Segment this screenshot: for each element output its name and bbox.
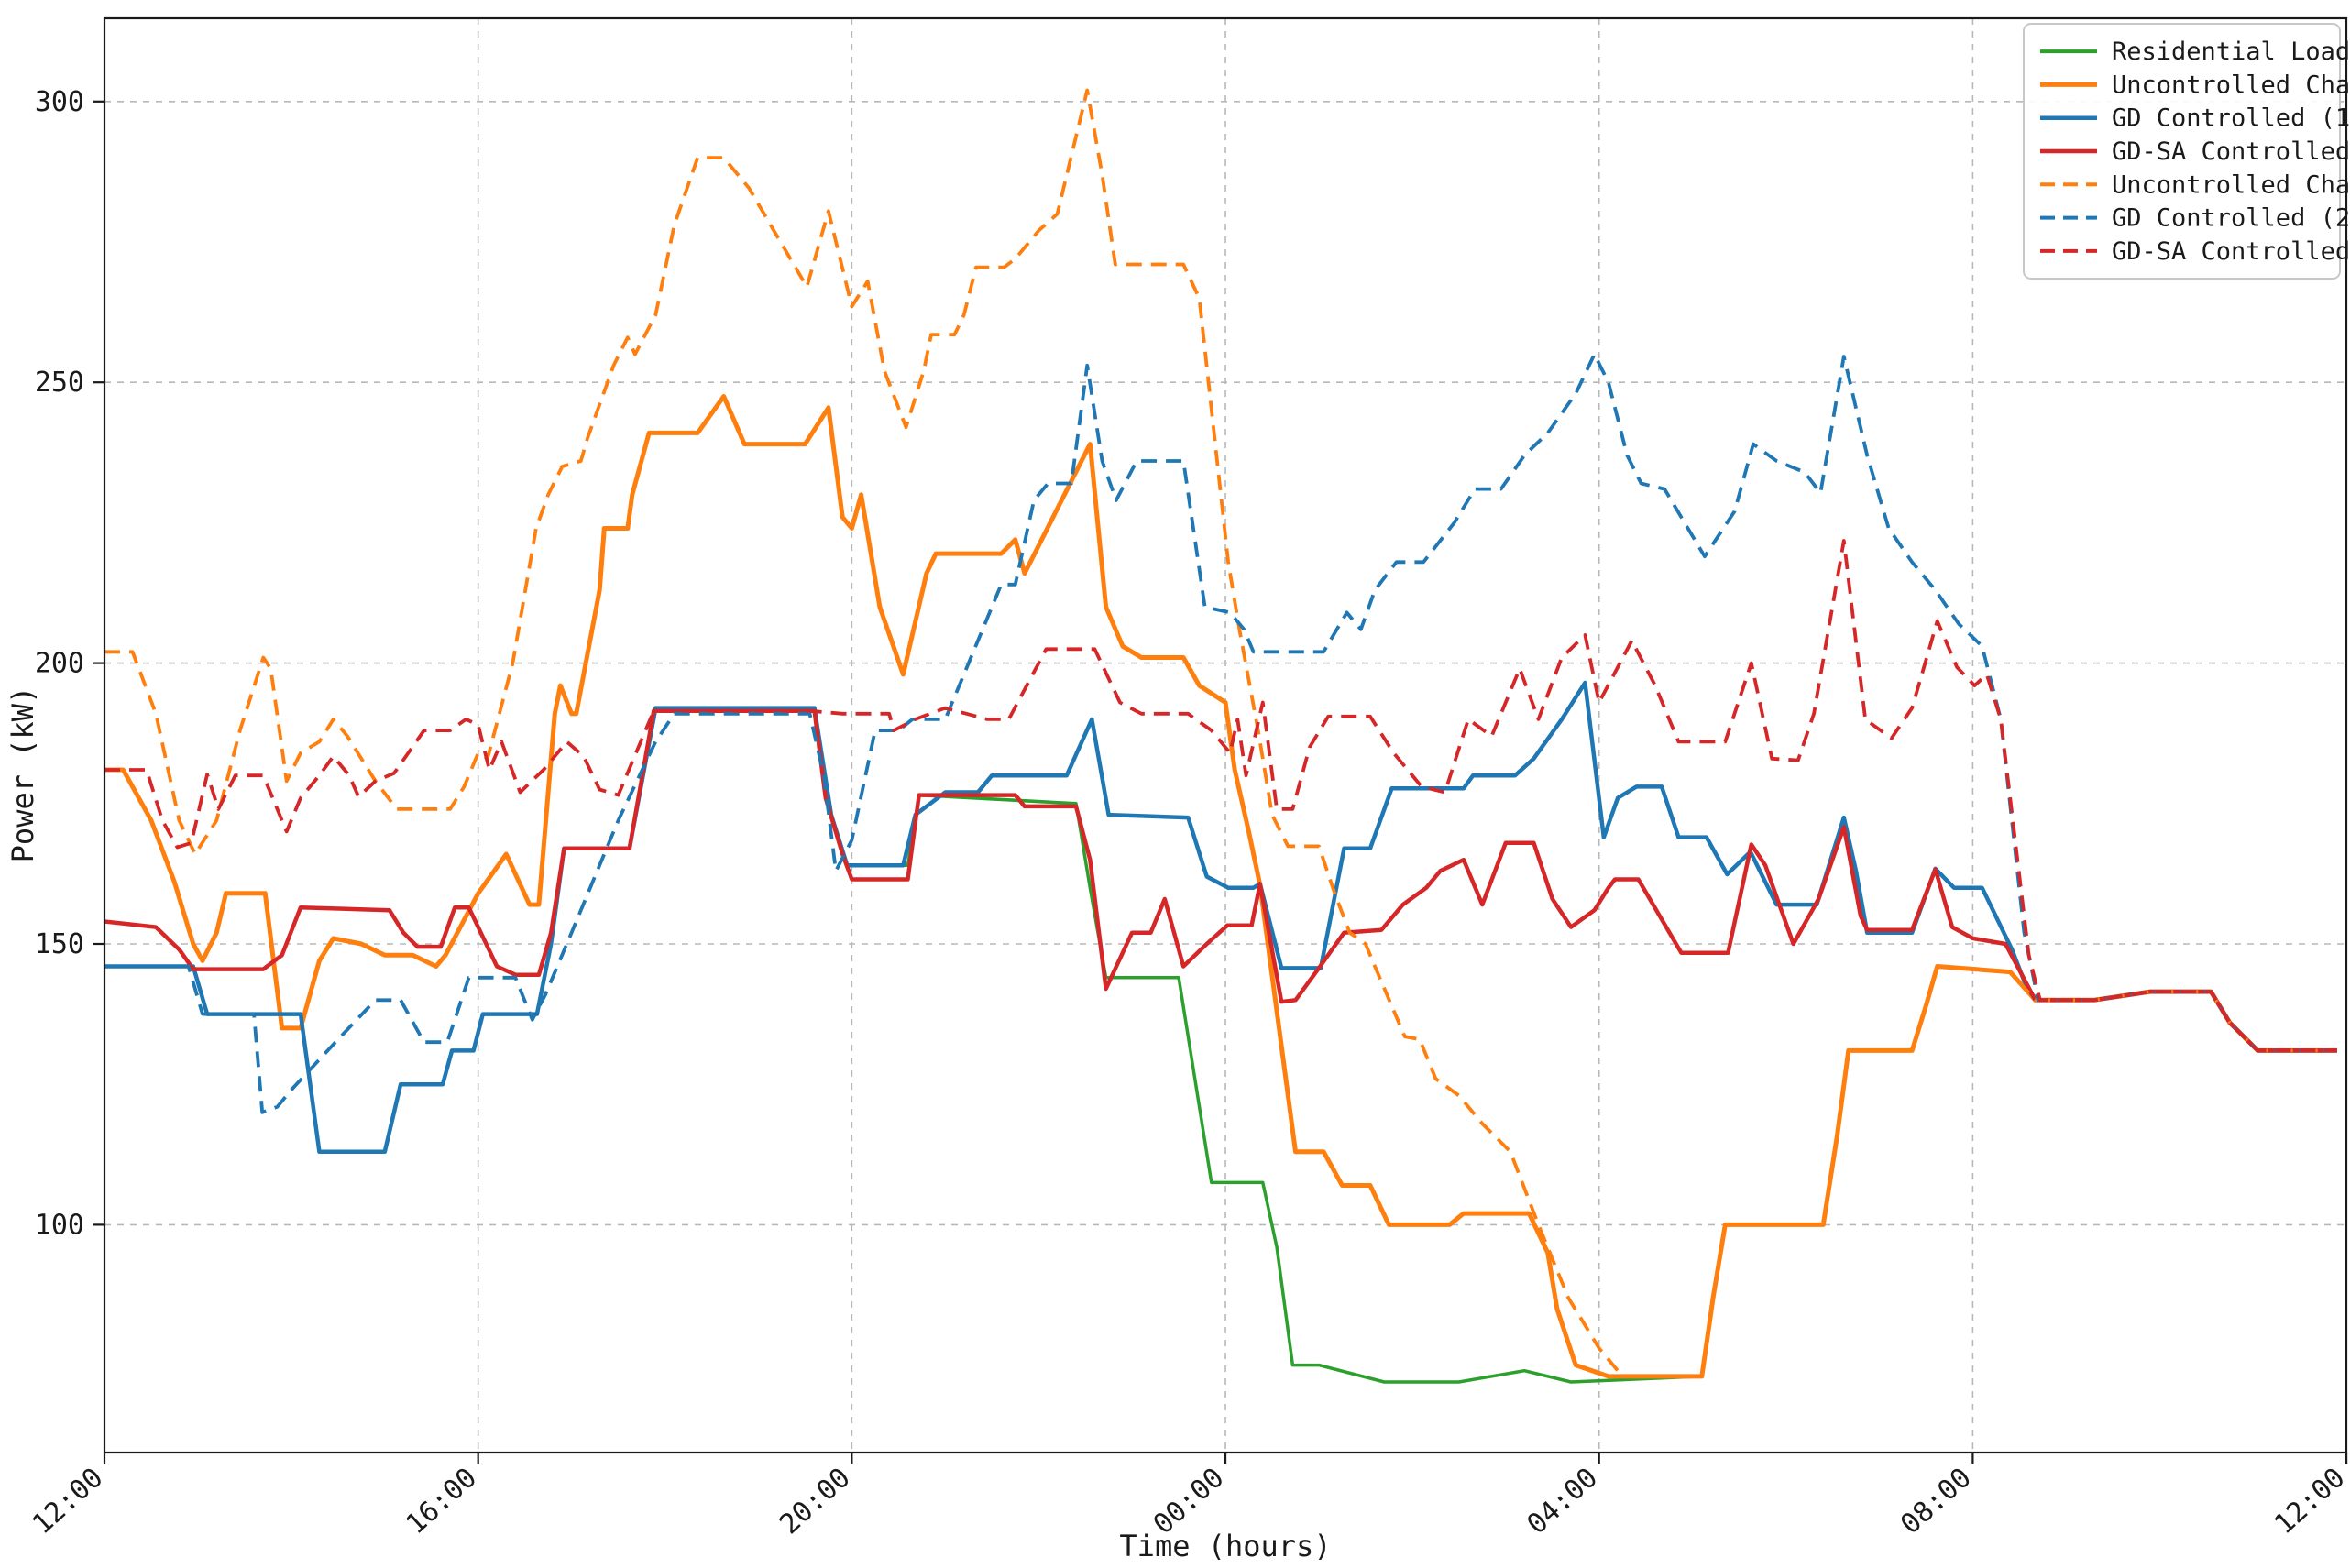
- y-axis-label: Power (kW): [5, 686, 40, 863]
- x-tick-label: 04:00: [1521, 1462, 1605, 1541]
- series-residential-load: [104, 708, 2337, 1384]
- gridlines: [104, 18, 2347, 1453]
- axes: [93, 16, 2348, 1464]
- x-tick-label: 12:00: [2268, 1462, 2350, 1541]
- x-tick-label: 16:00: [400, 1462, 483, 1541]
- data-series: [104, 88, 2337, 1384]
- legend-label-uncontrolled-1x: Uncontrolled Charging (1x): [2112, 71, 2350, 99]
- y-tick-label: 200: [35, 648, 84, 680]
- series-gd-2x: [104, 352, 2337, 1114]
- x-tick-label: 08:00: [1894, 1462, 1978, 1541]
- x-axis-label: Time (hours): [1119, 1529, 1331, 1563]
- y-tick-label: 100: [35, 1209, 84, 1241]
- x-tick-label: 20:00: [774, 1462, 857, 1541]
- series-gdsa-2x: [104, 539, 2337, 1053]
- series-gd-1x: [104, 680, 2337, 1154]
- legend: Residential Load Uncontrolled Charging (1…: [2023, 23, 2350, 280]
- legend-label-uncontrolled-2x: Uncontrolled Charging (2x): [2112, 170, 2350, 199]
- x-tick-label: 12:00: [27, 1462, 110, 1541]
- legend-label-gdsa-2x: GD-SA Controlled (2x): [2112, 237, 2350, 266]
- legend-label-gd-1x: GD Controlled (1x): [2112, 104, 2350, 133]
- y-tick-label: 300: [35, 86, 84, 118]
- legend-label-gd-2x: GD Controlled (2x): [2112, 204, 2350, 233]
- series-uncontrolled-2x: [104, 88, 2337, 1378]
- y-tick-label: 150: [35, 928, 84, 960]
- series-uncontrolled-1x: [104, 394, 2337, 1379]
- legend-label-residential-load: Residential Load: [2112, 38, 2350, 66]
- series-gdsa-1x: [104, 708, 2337, 1053]
- y-tick-label: 250: [35, 367, 84, 399]
- legend-box: [2023, 23, 2341, 280]
- legend-label-gdsa-1x: GD-SA Controlled (1x): [2112, 137, 2350, 166]
